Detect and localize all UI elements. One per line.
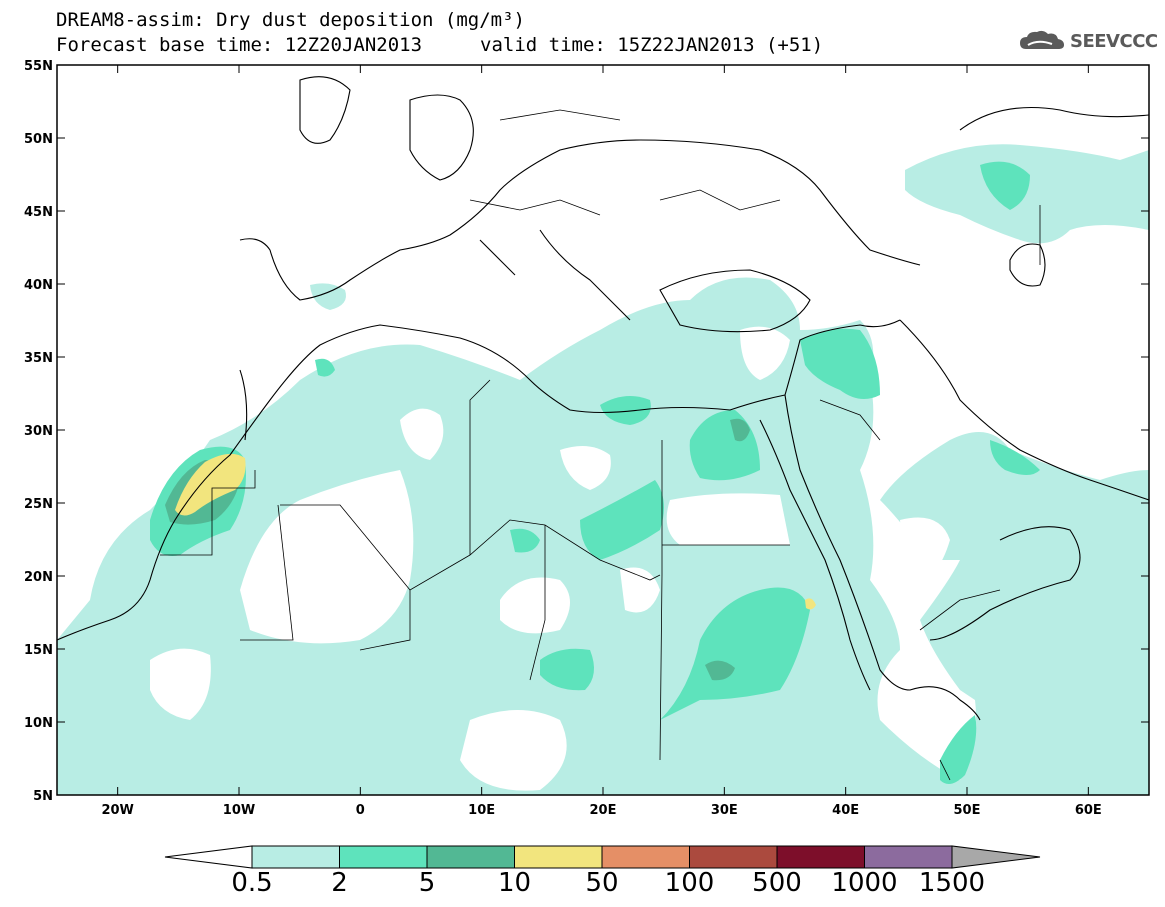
- colorbar-under-arrow: [164, 845, 253, 869]
- colorbar-level-label: 0.5: [231, 868, 273, 898]
- colorbar: [164, 845, 1041, 869]
- colorbar-swatch: [339, 845, 428, 869]
- lat-label: 5N: [33, 789, 53, 804]
- colorbar-level-label: 100: [664, 868, 715, 898]
- valid-time: valid time: 15Z22JAN2013 (+51): [480, 34, 824, 56]
- lat-label: 35N: [24, 351, 53, 366]
- forecast-base-time: Forecast base time: 12Z20JAN2013: [56, 34, 423, 56]
- lat-label: 15N: [24, 643, 53, 658]
- lat-label: 10N: [24, 716, 53, 731]
- longitude-labels: 20W 10W 0 10E 20E 30E 40E 50E 60E: [101, 803, 1101, 818]
- colorbar-swatch: [776, 845, 865, 869]
- seevccc-logo: SEEVCCC: [1018, 28, 1158, 54]
- latitude-labels: 55N 50N 45N 40N 35N 30N 25N 20N 15N 10N 5N: [24, 59, 53, 804]
- lon-label: 40E: [832, 803, 859, 818]
- lon-label: 10W: [223, 803, 255, 818]
- lon-label: 20W: [101, 803, 133, 818]
- lat-label: 40N: [24, 278, 53, 293]
- lon-label: 50E: [954, 803, 981, 818]
- dust-contour-gaps: [150, 326, 950, 791]
- axis-ticks: [57, 64, 1149, 796]
- lat-label: 30N: [24, 424, 53, 439]
- map-title: DREAM8-assim: Dry dust deposition (mg/m³…: [56, 9, 525, 31]
- dust-contour-yellow: [175, 453, 816, 610]
- lon-label: 60E: [1075, 803, 1102, 818]
- political-borders: [160, 109, 1041, 781]
- colorbar-level-label: 500: [752, 868, 802, 898]
- lat-label: 45N: [24, 205, 53, 220]
- colorbar-level-label: 1000: [831, 868, 898, 898]
- colorbar-swatch: [514, 845, 603, 869]
- lat-label: 25N: [24, 497, 53, 512]
- lon-label: 10E: [468, 803, 495, 818]
- lat-label: 55N: [24, 59, 53, 74]
- dust-fields: [57, 144, 1149, 795]
- colorbar-swatch: [689, 845, 778, 869]
- colorbar-level-label: 5: [418, 868, 436, 898]
- colorbar-swatch: [864, 845, 953, 869]
- logo-text: SEEVCCC: [1070, 30, 1158, 52]
- colorbar-level-label: 1500: [918, 868, 986, 898]
- colorbar-level-label: 50: [585, 868, 619, 898]
- coastlines-borders: [57, 76, 1149, 721]
- colorbar-swatch: [601, 845, 690, 869]
- lon-label: 0: [356, 803, 365, 818]
- lat-label: 20N: [24, 570, 53, 585]
- colorbar-over-arrow: [951, 845, 1041, 869]
- colorbar-level-label: 2: [331, 868, 348, 898]
- colorbar-swatch: [251, 845, 340, 869]
- colorbar-level-label: 10: [497, 868, 532, 898]
- lat-label: 50N: [24, 132, 53, 147]
- colorbar-swatch: [426, 845, 515, 869]
- lon-label: 30E: [711, 803, 738, 818]
- lon-label: 20E: [590, 803, 617, 818]
- cloud-icon: [1020, 30, 1064, 49]
